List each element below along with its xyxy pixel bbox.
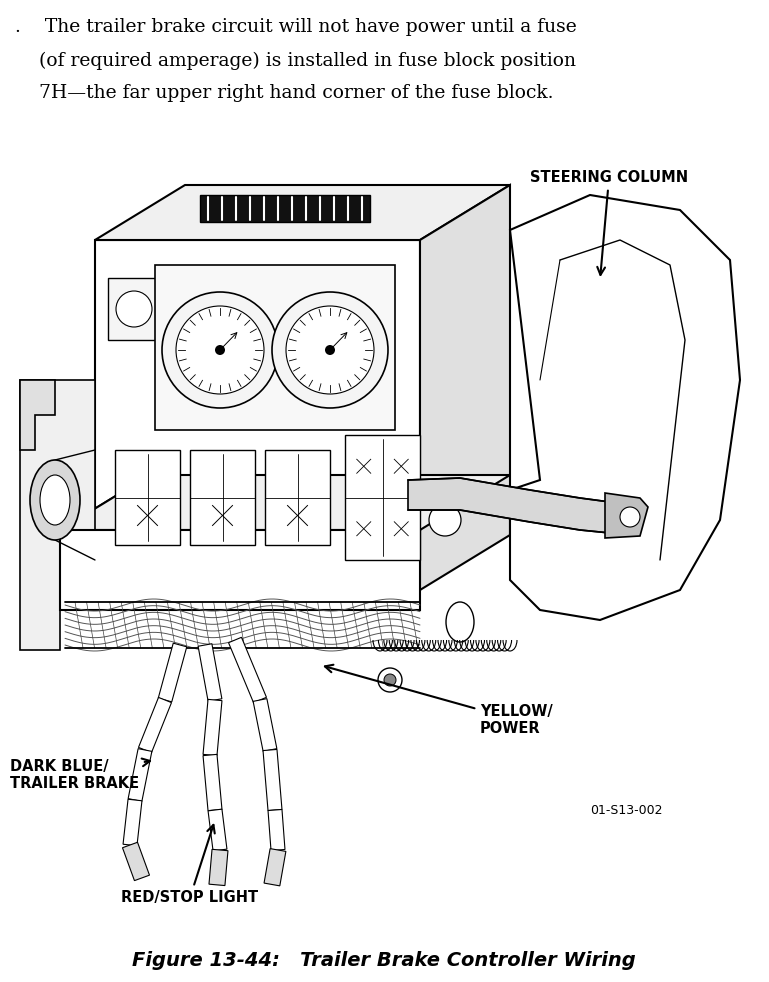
Polygon shape (203, 699, 222, 755)
Text: (of required amperage) is installed in fuse block position: (of required amperage) is installed in f… (15, 52, 576, 71)
Polygon shape (60, 475, 510, 530)
Polygon shape (200, 195, 370, 222)
Text: STEERING COLUMN: STEERING COLUMN (530, 170, 688, 275)
Polygon shape (228, 637, 267, 703)
Polygon shape (155, 265, 395, 430)
Text: Figure 13-44:   Trailer Brake Controller Wiring: Figure 13-44: Trailer Brake Controller W… (132, 951, 636, 969)
Polygon shape (95, 185, 510, 240)
Polygon shape (190, 450, 255, 545)
Polygon shape (20, 380, 95, 650)
Polygon shape (203, 754, 222, 810)
Polygon shape (123, 799, 142, 846)
Polygon shape (510, 195, 740, 620)
Polygon shape (158, 643, 187, 702)
Circle shape (176, 306, 264, 394)
Polygon shape (198, 644, 222, 701)
Polygon shape (268, 809, 285, 850)
Polygon shape (209, 849, 228, 886)
Polygon shape (263, 749, 282, 810)
Text: DARK BLUE/
TRAILER BRAKE: DARK BLUE/ TRAILER BRAKE (10, 758, 150, 791)
Polygon shape (115, 450, 180, 545)
Polygon shape (345, 435, 420, 560)
Circle shape (162, 292, 278, 408)
Circle shape (272, 292, 388, 408)
Circle shape (384, 674, 396, 686)
Text: 7H—the far upper right hand corner of the fuse block.: 7H—the far upper right hand corner of th… (15, 84, 554, 102)
Circle shape (286, 306, 374, 394)
Polygon shape (60, 530, 420, 610)
Circle shape (116, 291, 152, 327)
Polygon shape (122, 843, 149, 881)
Polygon shape (208, 809, 227, 850)
Polygon shape (265, 450, 330, 545)
Polygon shape (420, 185, 510, 590)
Polygon shape (60, 475, 150, 610)
Polygon shape (128, 748, 151, 801)
Polygon shape (20, 380, 55, 450)
Circle shape (620, 507, 640, 527)
Circle shape (429, 504, 461, 536)
Polygon shape (253, 698, 277, 751)
Text: YELLOW/
POWER: YELLOW/ POWER (325, 665, 553, 736)
Polygon shape (138, 697, 171, 752)
Text: 01-S13-002: 01-S13-002 (590, 803, 663, 816)
Circle shape (378, 668, 402, 692)
Ellipse shape (446, 602, 474, 642)
Ellipse shape (30, 460, 80, 540)
Text: .    The trailer brake circuit will not have power until a fuse: . The trailer brake circuit will not hav… (15, 18, 577, 36)
Polygon shape (108, 278, 160, 340)
Text: RED/STOP LIGHT: RED/STOP LIGHT (122, 825, 258, 905)
Circle shape (215, 345, 225, 355)
Polygon shape (95, 240, 420, 590)
Ellipse shape (40, 475, 70, 525)
Polygon shape (605, 493, 648, 538)
Polygon shape (408, 478, 610, 533)
Circle shape (325, 345, 335, 355)
Polygon shape (264, 848, 286, 886)
